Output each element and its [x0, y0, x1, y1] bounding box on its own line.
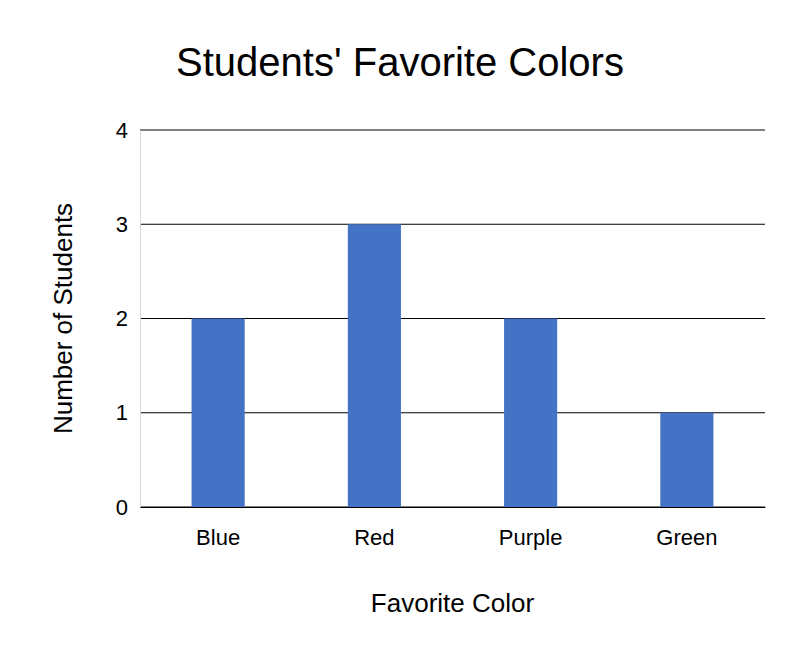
bars [192, 224, 714, 507]
bar [348, 224, 401, 507]
x-tick: Blue [196, 507, 240, 550]
grid [140, 130, 765, 507]
y-tick-label: 3 [116, 212, 128, 237]
y-tick: 2 [116, 306, 140, 331]
y-tick: 0 [116, 495, 140, 520]
title: Students' Favorite Colors [176, 40, 624, 84]
y-axis-title: Number of Students [48, 203, 78, 434]
y-tick-label: 0 [116, 495, 128, 520]
y-tick: 4 [116, 118, 140, 143]
bar [192, 319, 245, 508]
chart-container: 0 1 2 3 4 Blue Red Purple Green Students' Favorit… [0, 0, 800, 661]
y-axis-line [140, 131, 141, 508]
y-tick: 3 [116, 212, 140, 237]
x-tick-label: Green [656, 525, 717, 550]
x-axis-title: Favorite Color [371, 588, 535, 618]
y-tick-label: 4 [116, 118, 128, 143]
x-tick-label: Blue [196, 525, 240, 550]
grid-line [140, 130, 765, 131]
y-axis: 0 1 2 3 4 [116, 118, 141, 520]
y-tick: 1 [116, 400, 140, 425]
x-axis-line [141, 507, 766, 508]
y-tick-label: 2 [116, 306, 128, 331]
grid-line [140, 224, 765, 225]
chart-svg: 0 1 2 3 4 Blue Red Purple Green Students' Favorit… [0, 0, 800, 661]
x-tick: Green [656, 507, 717, 550]
bar [504, 319, 557, 508]
y-tick-label: 1 [116, 400, 128, 425]
bar [660, 413, 713, 507]
x-tick: Red [354, 507, 394, 550]
x-tick-label: Red [354, 525, 394, 550]
plot: 0 1 2 3 4 Blue Red Purple Green [116, 118, 766, 550]
x-tick-label: Purple [499, 525, 563, 550]
x-axis: Blue Red Purple Green [141, 507, 766, 550]
x-tick: Purple [499, 507, 563, 550]
